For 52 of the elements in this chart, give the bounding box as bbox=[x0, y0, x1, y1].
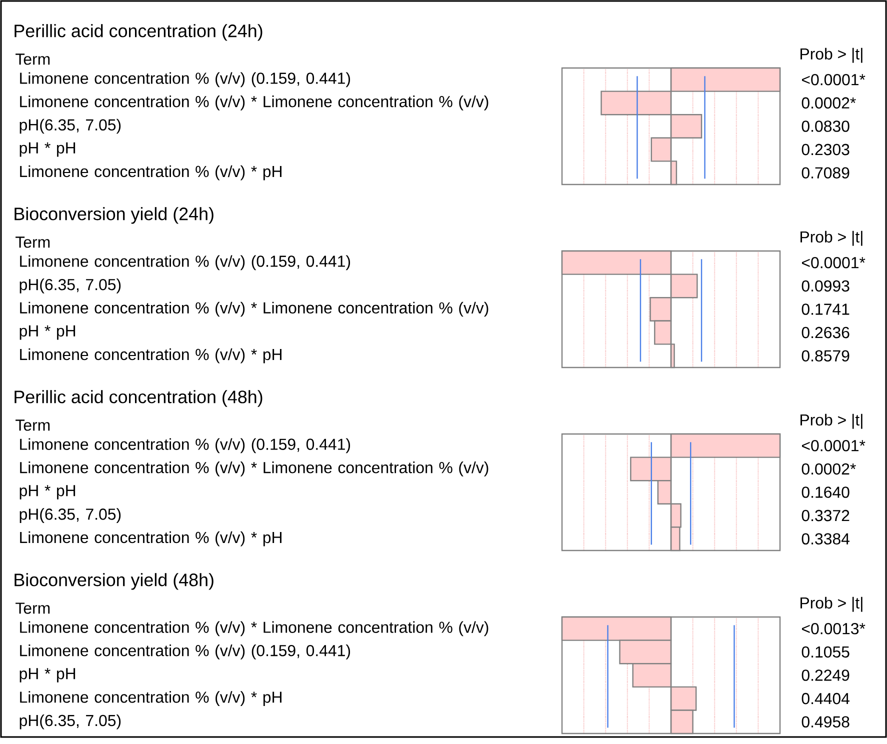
y-axis-title: Term bbox=[16, 420, 50, 431]
y-axis-title: Term bbox=[16, 54, 50, 65]
y-tick-label: pH * pH bbox=[20, 325, 76, 340]
text: 0.7089 bbox=[802, 167, 850, 178]
text: 0.2636 bbox=[802, 326, 850, 338]
y-tick-label: Limonene concentration % (v/v) (0.159, 0.441) bbox=[20, 255, 350, 270]
text: <0.0013* bbox=[802, 622, 866, 634]
y-tick-label: pH * pH bbox=[20, 142, 76, 157]
text: <0.0001* bbox=[802, 74, 866, 86]
text: 0.0993 bbox=[802, 280, 850, 292]
text: 0.1640 bbox=[802, 486, 850, 498]
y2-axis-title: Prob > |t| bbox=[800, 414, 862, 429]
text: 0.3384 bbox=[802, 533, 850, 544]
y-tick-label: pH * pH bbox=[20, 484, 76, 500]
y-tick-label: Limonene concentration % (v/v) * pH bbox=[20, 165, 282, 180]
text: 0.8579 bbox=[802, 350, 850, 362]
y-tick-label: pH(6.35, 7.05) bbox=[20, 714, 121, 730]
text: 0.0830 bbox=[802, 120, 850, 132]
y-tick-label: Limonene concentration % (v/v) (0.159, 0.441) bbox=[20, 72, 350, 87]
y-tick-label: Limonene concentration % (v/v) * pH bbox=[20, 348, 282, 364]
text: <0.0001* bbox=[802, 440, 866, 452]
text: 0.1741 bbox=[802, 303, 850, 315]
text: 0.4958 bbox=[802, 716, 850, 728]
text: 0.1055 bbox=[802, 646, 850, 658]
y-tick-label: pH(6.35, 7.05) bbox=[20, 508, 121, 523]
y-tick-label: Limonene concentration % (v/v) * Limonene concentration % (v/v) bbox=[20, 302, 488, 317]
y2-axis-title: Prob > |t| bbox=[800, 596, 862, 612]
y-tick-label: pH(6.35, 7.05) bbox=[20, 278, 121, 294]
text: Perillic acid concentration (24h) bbox=[14, 24, 262, 41]
text: 0.4404 bbox=[802, 692, 850, 704]
text: 0.2303 bbox=[802, 144, 850, 156]
y-axis-title: Term bbox=[16, 602, 50, 614]
y2-axis-title: Prob > |t| bbox=[800, 48, 862, 63]
y-axis-title: Term bbox=[16, 236, 50, 248]
text: 0.0002* bbox=[802, 463, 856, 474]
text: Bioconversion yield (24h) bbox=[14, 206, 214, 224]
y-tick-label: Limonene concentration % (v/v) (0.159, 0.441) bbox=[20, 438, 350, 453]
text: Perillic acid concentration (48h) bbox=[14, 390, 262, 407]
y-tick-label: Limonene concentration % (v/v) * Limonene concentration % (v/v) bbox=[20, 461, 488, 476]
y-tick-label: Limonene concentration % (v/v) (0.159, 0.441) bbox=[20, 644, 350, 660]
text: Bioconversion yield (48h) bbox=[14, 572, 214, 590]
y-tick-label: Limonene concentration % (v/v) * Limonene concentration % (v/v) bbox=[20, 621, 488, 636]
y-tick-label: Limonene concentration % (v/v) * pH bbox=[20, 531, 282, 546]
y2-axis-title: Prob > |t| bbox=[800, 230, 862, 246]
y-tick-label: pH * pH bbox=[20, 668, 76, 682]
text: 0.3372 bbox=[802, 510, 850, 522]
text: <0.0001* bbox=[802, 256, 866, 268]
text: 0.2249 bbox=[802, 669, 850, 681]
text: 0.0002* bbox=[802, 97, 856, 108]
y-tick-label: pH(6.35, 7.05) bbox=[20, 118, 121, 134]
y-tick-label: Limonene concentration % (v/v) * pH bbox=[20, 690, 282, 706]
y-tick-label: Limonene concentration % (v/v) * Limonene concentration % (v/v) bbox=[20, 95, 488, 110]
